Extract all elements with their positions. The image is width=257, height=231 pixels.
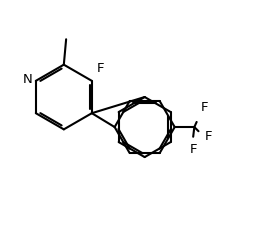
Text: F: F bbox=[96, 62, 104, 75]
Text: F: F bbox=[205, 130, 212, 143]
Text: F: F bbox=[201, 101, 208, 114]
Text: N: N bbox=[23, 73, 32, 86]
Text: F: F bbox=[189, 143, 197, 156]
